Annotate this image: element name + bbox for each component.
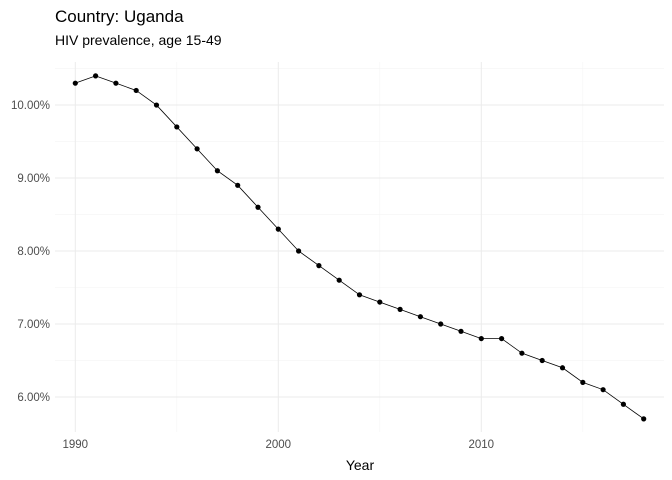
y-tick-label: 8.00% — [17, 246, 50, 258]
y-axis-ticks: 6.00% 7.00% 8.00% 9.00% 10.00% — [11, 100, 50, 404]
data-point — [641, 416, 647, 422]
data-point — [93, 73, 99, 79]
chart-title: Country: Uganda — [55, 7, 184, 26]
y-tick-label: 6.00% — [17, 392, 50, 404]
y-tick-label: 10.00% — [11, 100, 50, 112]
data-point — [316, 263, 322, 269]
data-point — [499, 335, 505, 342]
data-point — [133, 87, 139, 94]
data-point — [255, 204, 261, 210]
data-point — [417, 314, 423, 320]
data-point — [478, 335, 484, 342]
y-tick-label: 7.00% — [17, 319, 50, 331]
data-point — [194, 146, 200, 152]
data-point — [153, 102, 160, 108]
data-point — [600, 387, 606, 393]
data-point — [397, 306, 403, 312]
data-point — [356, 292, 363, 298]
data-point — [519, 350, 525, 356]
x-tick-label: 2010 — [469, 439, 495, 451]
data-point — [275, 226, 281, 232]
data-point — [174, 124, 180, 130]
data-point — [72, 80, 78, 86]
x-tick-label: 2000 — [266, 439, 292, 451]
x-tick-label: 1990 — [63, 439, 89, 451]
data-point — [458, 328, 464, 334]
data-series — [72, 73, 647, 422]
data-point — [559, 365, 566, 371]
data-point — [438, 321, 444, 327]
data-point — [235, 182, 241, 188]
x-axis-title: Year — [346, 457, 375, 473]
data-point — [296, 248, 302, 254]
series-line — [75, 75, 644, 420]
data-point — [580, 379, 586, 385]
data-point — [336, 277, 342, 283]
data-point — [113, 80, 119, 86]
grid — [55, 62, 664, 432]
chart-subtitle: HIV prevalence, age 15-49 — [55, 32, 222, 48]
data-point — [620, 401, 627, 407]
data-point — [539, 357, 545, 364]
x-axis-ticks: 1990 2000 2010 — [63, 439, 495, 451]
data-point — [214, 168, 220, 174]
y-tick-label: 9.00% — [17, 173, 50, 185]
data-point — [377, 299, 383, 305]
